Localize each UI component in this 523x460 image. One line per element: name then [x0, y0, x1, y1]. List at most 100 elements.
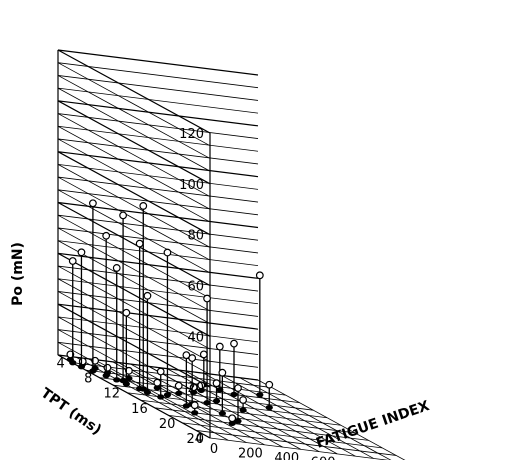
data-base-dot: [69, 359, 77, 366]
data-point: [112, 264, 121, 272]
data-point: [230, 339, 238, 348]
data-point: [239, 396, 247, 404]
data-point: [182, 351, 191, 360]
floor-gridline: [221, 375, 374, 459]
floor-grid: [57, 354, 406, 460]
x-tick-label: 600: [311, 456, 336, 460]
floor-gridline: [196, 430, 397, 456]
data-point: [234, 384, 242, 392]
data-point: [102, 231, 111, 240]
y-tick-label: 16: [131, 402, 148, 417]
data-point: [153, 378, 162, 387]
data-point: [199, 350, 208, 359]
y-axis-title: TPT (ms): [38, 385, 104, 438]
x-tick-label: 0: [210, 442, 218, 457]
data-base-dot: [191, 410, 199, 416]
data-base-dot: [89, 368, 97, 374]
data-point: [119, 211, 127, 220]
data-base-dot: [203, 400, 211, 406]
data-point: [228, 414, 237, 423]
data-base-dot: [125, 375, 133, 382]
data-point: [218, 368, 227, 377]
data-base-dot: [77, 363, 86, 370]
data-base-dot: [113, 377, 121, 383]
data-point: [66, 350, 75, 359]
data-base-dot: [102, 372, 110, 379]
y-tick-label: 12: [104, 387, 121, 402]
data-base-dot: [218, 410, 226, 417]
floor-gridline: [94, 359, 247, 443]
z-tick-label: 80: [187, 229, 204, 244]
y-tick-label: 4: [57, 357, 65, 372]
x-tick-label: 200: [238, 447, 263, 460]
floor-gridline: [127, 392, 328, 419]
floor-gridline: [185, 370, 338, 455]
z-tick-label: 40: [187, 330, 204, 345]
floor-gridline: [154, 407, 355, 434]
data-base-dot: [122, 381, 130, 387]
data-base-dot: [265, 404, 273, 411]
z-tick-label: 100: [179, 178, 204, 193]
data-point: [215, 342, 224, 351]
data-point: [156, 367, 165, 376]
data-base-dot: [212, 398, 221, 404]
data-point: [139, 202, 148, 210]
x-axis-title: FATIGUE INDEX: [314, 398, 432, 452]
data-point: [255, 271, 264, 280]
floor-gridline: [148, 366, 302, 450]
z-tick-label: 120: [179, 127, 204, 142]
data-base-dot: [197, 387, 205, 394]
z-tick-label: 0: [196, 432, 204, 447]
data-base-dot: [216, 387, 224, 393]
data-point: [78, 357, 87, 366]
floor-gridline: [209, 437, 390, 460]
floor-gridline: [182, 422, 383, 449]
data-point: [122, 308, 131, 317]
data-point: [135, 239, 144, 248]
data-base-dot: [228, 420, 236, 427]
data-point: [265, 380, 274, 389]
floor-gridline: [239, 377, 392, 460]
data-point: [190, 401, 199, 410]
floor-gridline: [85, 369, 286, 396]
y-tick-label: 24: [186, 432, 203, 447]
z-axis-title: Po (mN): [10, 242, 26, 306]
floor-gridline: [168, 414, 369, 441]
floor-gridline: [130, 363, 283, 448]
floor-gridline: [75, 356, 229, 441]
floor-gridline: [203, 372, 356, 457]
data-point: [203, 294, 211, 303]
data-base-dot: [153, 385, 161, 391]
z-tick-label: 20: [187, 381, 204, 396]
data-point: [174, 381, 183, 390]
y-tick-label: 8: [84, 372, 92, 387]
data-base-dot: [234, 418, 242, 424]
data-point: [89, 199, 97, 208]
data-base-dot: [163, 392, 172, 398]
data-base-dot: [175, 390, 183, 397]
data-point: [212, 379, 221, 388]
tick-labels: 0204060801001204812162024020040060080010…: [57, 127, 336, 460]
data-base-dot: [143, 389, 152, 396]
data-base-dot: [157, 394, 165, 400]
data-point: [197, 381, 206, 390]
data-base-dot: [230, 391, 238, 398]
y-tick-label: 20: [159, 417, 176, 432]
data-point: [125, 366, 133, 375]
data-base-dot: [182, 403, 190, 409]
floor-gridline: [112, 361, 265, 446]
x-tick-label: 400: [274, 451, 299, 460]
data-base-dot: [256, 392, 264, 398]
z-tick-label: 60: [187, 280, 204, 295]
data-point: [77, 248, 86, 257]
data-stems: [66, 199, 274, 427]
floor-gridline: [257, 379, 406, 460]
data-point: [103, 363, 112, 372]
data-point: [163, 248, 172, 257]
floor-gridline: [140, 399, 341, 426]
back-walls: [57, 49, 259, 439]
data-point: [68, 257, 77, 265]
data-point: [143, 291, 152, 300]
data-base-dot: [239, 407, 247, 413]
